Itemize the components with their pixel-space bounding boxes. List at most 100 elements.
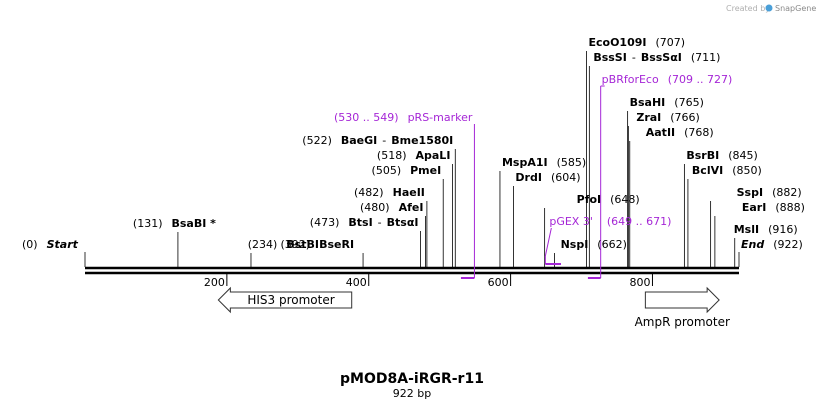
feature[interactable]: AmpR promoter — [635, 286, 730, 329]
site-position: (850) — [732, 164, 762, 177]
feature[interactable]: HIS3 promoter — [217, 286, 353, 314]
primer[interactable]: pBRforEco (709 .. 727) — [587, 73, 733, 279]
site-enzyme-name: PmeI — [410, 164, 441, 177]
site-position: (473) — [310, 216, 340, 229]
ruler-label: 600 — [488, 276, 509, 289]
site-labels: (131) BsaBI * (234) BstBI(392) BseRI (473) Bts… — [22, 36, 805, 251]
end-name: End — [741, 238, 764, 251]
site-position: (522) — [302, 134, 332, 147]
site-label[interactable]: EcoO109I (707) — [588, 36, 685, 49]
site-label[interactable]: PfoI (648) — [577, 193, 640, 206]
site-position: (480) — [360, 201, 390, 214]
site-enzyme-name: DrdI — [515, 171, 542, 184]
site-position: (766) — [670, 111, 700, 124]
site-position: (392) — [280, 238, 310, 251]
site-position: (768) — [684, 126, 714, 139]
site-enzyme-name: BstBI — [286, 238, 319, 251]
site-position: (916) — [768, 223, 798, 236]
primer[interactable]: pGEX 3' (649 .. 671) — [544, 215, 671, 265]
site-label[interactable]: (473) BtsI - BtsαI — [310, 216, 419, 229]
site-enzyme-name: BsaBI * — [172, 217, 217, 230]
site-enzyme-name: SspI — [737, 186, 763, 199]
primer-label: pGEX 3' (649 .. 671) — [549, 215, 671, 228]
primer-name: pBRforEco — [602, 73, 659, 86]
end-name: Start — [47, 238, 79, 251]
site-enzyme-name: BssSI — [593, 51, 627, 64]
site-position: (662) — [597, 238, 627, 251]
features: HIS3 promoter AmpR promoter — [217, 286, 730, 329]
site-label[interactable]: BssSI - BssSαI (711) — [593, 51, 720, 64]
site-enzyme-name: BsrBI — [686, 149, 719, 162]
site-enzyme-name: MslI — [734, 223, 759, 236]
site-label[interactable]: DrdI (604) — [515, 171, 580, 184]
backbone — [85, 266, 739, 275]
site-position: (711) — [691, 51, 721, 64]
site-position: (888) — [775, 201, 805, 214]
site-label[interactable]: BsaHI (765) — [630, 96, 704, 109]
right-arrow-icon — [644, 286, 720, 314]
site-label[interactable]: MspA1I (585) — [502, 156, 586, 169]
site-position: (131) — [133, 217, 163, 230]
site-label[interactable]: (505) PmeI — [372, 164, 442, 177]
feature-label: HIS3 promoter — [247, 293, 334, 307]
primer[interactable]: (530 .. 549) pRS-marker — [334, 111, 475, 279]
site-label[interactable]: AatII (768) — [646, 126, 714, 139]
site-enzyme-name: ZraI — [636, 111, 661, 124]
site-label[interactable]: (234) BstBI — [248, 238, 319, 251]
site-position: (882) — [772, 186, 802, 199]
site-label[interactable]: SspI (882) — [737, 186, 802, 199]
site-position: (707) — [655, 36, 685, 49]
primer-label: (530 .. 549) pRS-marker — [334, 111, 473, 124]
site-enzyme-name: EarI — [742, 201, 766, 214]
site-separator: - — [382, 134, 386, 147]
site-label[interactable]: EarI (888) — [742, 201, 805, 214]
snapgene-credit: Created by SnapGene — [726, 4, 816, 13]
primer-name: pGEX 3' — [549, 215, 593, 228]
site-position: (234) — [248, 238, 278, 251]
site-position: (765) — [674, 96, 704, 109]
primers: (530 .. 549) pRS-marker pGEX 3' (649 .. 671… — [334, 73, 733, 279]
plasmid-title: pMOD8A-iRGR-r11 — [340, 371, 484, 387]
primer-leader — [544, 227, 552, 264]
site-enzyme-name: AfeI — [399, 201, 424, 214]
site-enzyme-name: NspI — [561, 238, 589, 251]
site-enzyme-alt: BssSαI — [641, 51, 682, 64]
site-label[interactable]: (131) BsaBI * — [133, 217, 216, 230]
site-enzyme-name: MspA1I — [502, 156, 548, 169]
site-label[interactable]: (482) HaeII — [354, 186, 425, 199]
plasmid-length: 922 bp — [393, 387, 431, 400]
site-enzyme-name: EcoO109I — [588, 36, 646, 49]
ruler-label: 800 — [629, 276, 650, 289]
site-enzyme-name: BtsI — [348, 216, 372, 229]
site-separator: - — [378, 216, 382, 229]
site-position: (648) — [610, 193, 640, 206]
site-separator: - — [632, 51, 636, 64]
end-label: (0) Start — [22, 238, 79, 251]
site-label[interactable]: (480) AfeI — [360, 201, 423, 214]
site-label[interactable]: (518) ApaLI — [377, 149, 451, 162]
primer-range: (530 .. 549) — [334, 111, 399, 124]
site-label[interactable]: BclVI (850) — [692, 164, 762, 177]
site-position: (482) — [354, 186, 384, 199]
site-enzyme-alt: Bme1580I — [391, 134, 453, 147]
site-enzyme-name: AatII — [646, 126, 675, 139]
end-label: End (922) — [741, 238, 803, 251]
site-enzyme-name: BsaHI — [630, 96, 666, 109]
site-ticks — [84, 51, 740, 267]
site-label[interactable]: MslI (916) — [734, 223, 798, 236]
site-label[interactable]: BsrBI (845) — [686, 149, 757, 162]
site-label[interactable]: (392) BseRI — [280, 238, 354, 251]
site-enzyme-name: BaeGI — [341, 134, 377, 147]
primer-range: (709 .. 727) — [668, 73, 733, 86]
site-label[interactable]: ZraI (766) — [636, 111, 700, 124]
left-arrow-icon — [217, 286, 353, 314]
site-label[interactable]: NspI (662) — [561, 238, 627, 251]
site-enzyme-alt: BtsαI — [387, 216, 419, 229]
site-label[interactable]: (522) BaeGI - Bme1580I — [302, 134, 453, 147]
ruler-label: 400 — [346, 276, 367, 289]
site-position: (604) — [551, 171, 581, 184]
primer-label: pBRforEco (709 .. 727) — [602, 73, 733, 86]
credit-brand: SnapGene — [775, 4, 816, 13]
end-position: (0) — [22, 238, 38, 251]
